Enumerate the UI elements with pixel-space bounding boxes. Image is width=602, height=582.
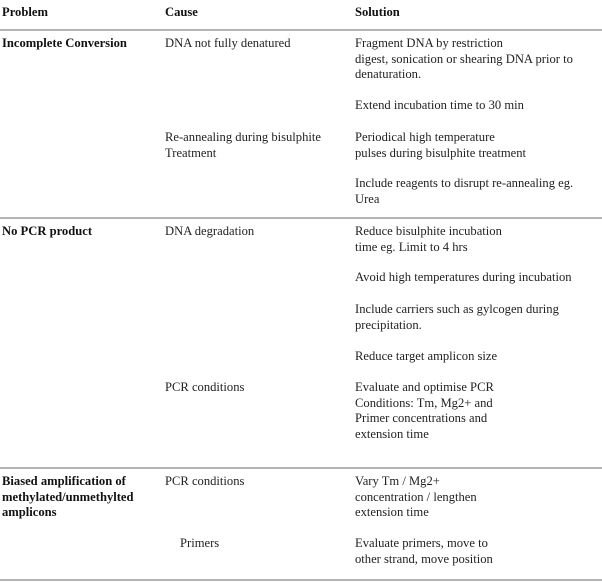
solution-line: precipitation.	[355, 317, 422, 332]
solution-line: Conditions: Tm, Mg2+ and	[355, 395, 493, 410]
solution-line: Periodical high temperature	[355, 130, 495, 144]
solution-line: Primer concentrations and	[355, 411, 488, 426]
solution-line: Urea	[355, 191, 380, 206]
solution-line: Include carriers such as gylcogen during	[355, 302, 559, 316]
table-bottom-border	[0, 579, 602, 581]
problem-cell: Biased amplification of methylated/unmet…	[2, 474, 134, 521]
row-divider	[0, 467, 602, 469]
cause-cell: DNA not fully denatured	[165, 36, 291, 52]
solution-line: time eg. Limit to 4 hrs	[355, 239, 468, 254]
solution-line: Vary Tm / Mg2+	[355, 474, 440, 488]
solution-line: Reduce target amplicon size	[355, 349, 498, 363]
cause-line: PCR conditions	[165, 380, 245, 394]
problem-cell: No PCR product	[2, 224, 93, 238]
solution-item: Include reagents to disrupt re-annealing…	[355, 176, 573, 207]
solution-line: extension time	[355, 427, 429, 442]
cause-cell: PCR conditions	[165, 380, 244, 396]
cause-cell: PCR conditions	[165, 474, 244, 490]
solution-item: Vary Tm / Mg2+ concentration / lengthen …	[355, 474, 477, 521]
solution-item: Periodical high temperature pulses durin…	[355, 130, 526, 161]
cause-cell: DNA degradation	[165, 224, 254, 240]
cause-cell: Re-annealing during bisulphite Treatment	[165, 130, 321, 161]
solution-item: Include carriers such as gylcogen during…	[355, 302, 559, 333]
solution-item: Extend incubation time to 30 min	[355, 98, 524, 114]
cause-line: DNA not fully denatured	[165, 36, 291, 50]
solution-line: Fragment DNA by restriction	[355, 36, 503, 50]
solution-line: Extend incubation time to 30 min	[355, 98, 524, 112]
solution-line: Reduce bisulphite incubation	[355, 224, 502, 238]
solution-item: Reduce bisulphite incubation time eg. Li…	[355, 224, 502, 255]
solution-item: Evaluate primers, move to other strand, …	[355, 536, 493, 567]
cause-cell: Primers	[180, 536, 219, 552]
solution-item: Evaluate and optimise PCR Conditions: Tm…	[355, 380, 494, 443]
solution-line: Include reagents to disrupt re-annealing…	[355, 176, 574, 190]
header-divider	[0, 29, 602, 31]
cause-line: Re-annealing during bisulphite	[165, 130, 321, 144]
solution-item: Fragment DNA by restriction digest, soni…	[355, 36, 573, 83]
problem-line: methylated/unmethylted	[2, 489, 134, 504]
cause-line: Primers	[180, 536, 220, 550]
problem-cell: Incomplete Conversion	[2, 36, 127, 50]
header-cause: Cause	[165, 5, 198, 19]
solution-line: denaturation.	[355, 67, 422, 82]
solution-line: digest, sonication or shearing DNA prior…	[355, 51, 573, 66]
solution-line: pulses during bisulphite treatment	[355, 145, 527, 160]
cause-line: PCR conditions	[165, 474, 245, 488]
row-divider	[0, 217, 602, 219]
solution-item: Avoid high temperatures during incubatio…	[355, 270, 572, 286]
header-solution: Solution	[355, 5, 400, 19]
solution-item: Reduce target amplicon size	[355, 349, 497, 365]
cause-line: DNA degradation	[165, 224, 255, 238]
solution-line: Evaluate and optimise PCR	[355, 380, 494, 394]
solution-line: Evaluate primers, move to	[355, 536, 488, 550]
solution-line: concentration / lengthen	[355, 489, 477, 504]
header-problem: Problem	[2, 5, 48, 19]
solution-line: extension time	[355, 505, 429, 520]
problem-line: amplicons	[2, 505, 57, 520]
solution-line: other strand, move position	[355, 551, 493, 566]
cause-line: Treatment	[165, 145, 217, 160]
solution-line: Avoid high temperatures during incubatio…	[355, 270, 572, 284]
problem-line: Biased amplification of	[2, 474, 126, 488]
